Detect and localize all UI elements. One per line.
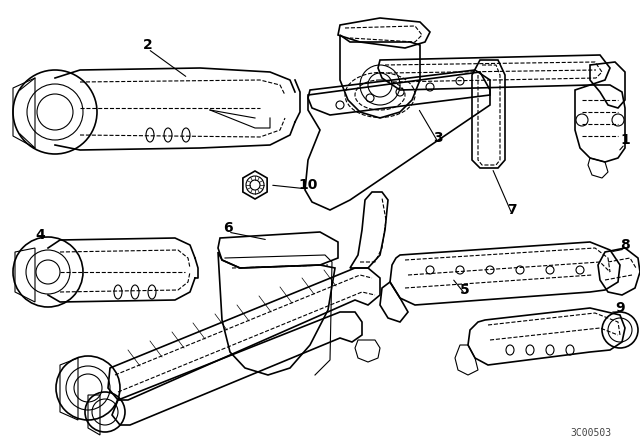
Text: 9: 9	[615, 301, 625, 315]
Text: 6: 6	[223, 221, 233, 235]
Text: 8: 8	[620, 238, 630, 252]
Text: 10: 10	[298, 178, 317, 192]
Text: 2: 2	[143, 38, 153, 52]
Text: 3: 3	[433, 131, 443, 145]
Text: 7: 7	[507, 203, 517, 217]
Text: 5: 5	[460, 283, 470, 297]
Text: 4: 4	[35, 228, 45, 242]
Text: 3C00503: 3C00503	[570, 428, 611, 438]
Text: 1: 1	[620, 133, 630, 147]
